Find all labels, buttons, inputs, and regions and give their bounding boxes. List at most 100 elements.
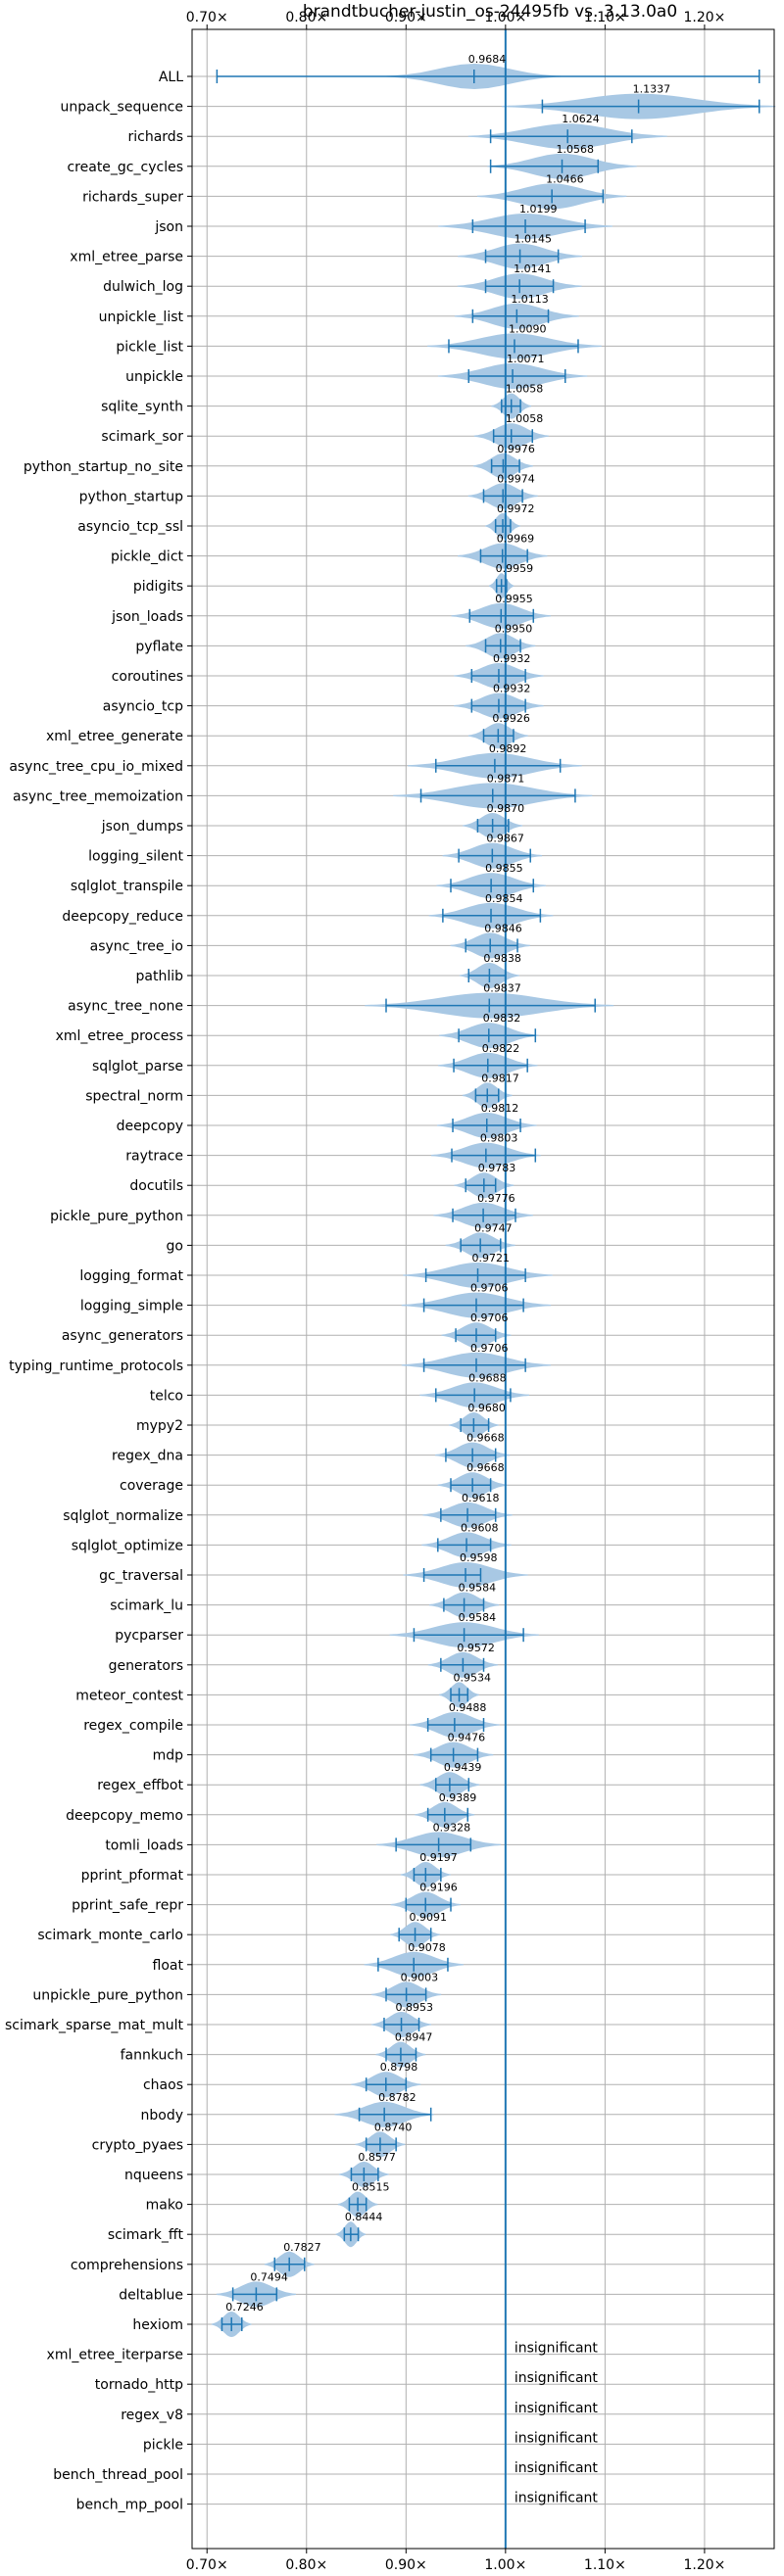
median-label: 0.9721 xyxy=(472,1252,511,1264)
median-label: 0.9926 xyxy=(492,712,529,725)
x-tick-label-top: 1.00× xyxy=(484,10,526,25)
insignificant-label: insignificant xyxy=(514,2341,599,2357)
median-label: 0.9584 xyxy=(459,1582,497,1595)
benchmark-label: json xyxy=(154,219,183,235)
median-label: 0.9855 xyxy=(485,862,522,875)
median-label: 0.9598 xyxy=(460,1551,498,1564)
benchmark-label: xml_etree_parse xyxy=(70,250,183,265)
benchmark-label: unpickle_pure_python xyxy=(32,1987,183,2003)
median-label: 1.0141 xyxy=(514,262,552,275)
benchmark-label: regex_v8 xyxy=(121,2408,183,2423)
benchmark-label: typing_runtime_protocols xyxy=(9,1359,183,1374)
median-label: 0.9822 xyxy=(482,1042,520,1055)
median-label: 0.9803 xyxy=(480,1132,518,1145)
benchmark-label: regex_dna xyxy=(112,1449,183,1464)
benchmark-label: asyncio_tcp xyxy=(103,699,183,715)
benchmark-label: mdp xyxy=(153,1748,184,1764)
benchmark-label: json_loads xyxy=(111,609,183,625)
benchmark-label: chaos xyxy=(143,2077,183,2093)
median-label: 0.8798 xyxy=(380,2061,418,2074)
benchmark-label: comprehensions xyxy=(71,2258,183,2273)
x-tick-label-bottom: 1.10× xyxy=(584,2557,626,2573)
benchmark-label: coverage xyxy=(120,1478,183,1494)
benchmark-label: async_tree_cpu_io_mixed xyxy=(9,759,183,775)
median-label: 0.9684 xyxy=(468,53,507,66)
x-tick-label-bottom: 1.20× xyxy=(683,2557,725,2573)
benchmark-label: generators xyxy=(109,1658,183,1674)
median-label: 0.9871 xyxy=(487,772,525,785)
benchmark-label: coroutines xyxy=(112,669,183,685)
median-label: 1.1337 xyxy=(633,83,671,96)
median-label: 0.7827 xyxy=(283,2241,321,2254)
median-label: 0.9974 xyxy=(497,472,535,485)
median-label: 0.9972 xyxy=(497,502,534,515)
median-label: 0.8444 xyxy=(345,2211,383,2223)
benchmark-label: xml_etree_iterparse xyxy=(47,2348,183,2363)
median-label: 0.9932 xyxy=(493,652,531,665)
median-label: 0.9197 xyxy=(419,1851,458,1864)
benchmark-label: async_tree_memoization xyxy=(13,788,183,804)
median-label: 0.9584 xyxy=(459,1611,497,1624)
benchmark-label: raytrace xyxy=(125,1149,183,1165)
benchmark-label: async_tree_io xyxy=(90,938,183,954)
median-label: 0.9668 xyxy=(466,1461,505,1474)
benchmark-label: pycparser xyxy=(115,1628,183,1644)
benchmark-label: json_dumps xyxy=(101,819,183,835)
x-tick-label-top: 0.90× xyxy=(385,10,427,25)
benchmark-label: xml_etree_process xyxy=(56,1028,183,1044)
median-label: 0.9959 xyxy=(496,562,534,575)
insignificant-label: insignificant xyxy=(514,2430,599,2446)
median-label: 0.8740 xyxy=(374,2121,413,2133)
median-label: 0.9439 xyxy=(444,1761,482,1774)
benchmark-label: pidigits xyxy=(133,579,183,595)
benchmark-label: async_generators xyxy=(62,1328,183,1344)
benchmark-label: float xyxy=(153,1958,184,1974)
median-label: 1.0466 xyxy=(546,172,584,185)
median-label: 0.8947 xyxy=(395,2031,433,2044)
median-label: 0.9932 xyxy=(493,683,531,695)
median-label: 0.9892 xyxy=(489,742,527,755)
benchmark-label: crypto_pyaes xyxy=(92,2137,183,2153)
benchmark-label: scimark_sor xyxy=(101,429,183,445)
median-label: 1.0199 xyxy=(519,203,558,215)
benchmark-label: unpickle xyxy=(125,369,183,385)
benchmark-label: gc_traversal xyxy=(99,1568,183,1584)
benchmark-label: pickle_pure_python xyxy=(50,1209,183,1224)
median-label: 0.9747 xyxy=(474,1221,513,1234)
label-layer: 0.70× 0.70× 0.80× 0.80× 0.90× 0.90× 1.00× 1.00×… xyxy=(5,10,725,2573)
benchmark-label: ALL xyxy=(159,70,183,85)
median-label: 0.9846 xyxy=(484,922,522,934)
benchmark-label: scimark_sparse_mat_mult xyxy=(5,2018,183,2033)
median-label: 0.9832 xyxy=(483,1012,521,1025)
benchmark-label: pickle_dict xyxy=(111,549,184,565)
median-label: 0.9091 xyxy=(410,1911,448,1924)
benchmark-label: deepcopy xyxy=(117,1119,183,1134)
median-label: 0.9196 xyxy=(419,1882,458,1894)
benchmark-label: sqlglot_parse xyxy=(92,1059,183,1074)
median-label: 0.9688 xyxy=(468,1371,506,1384)
benchmark-label: telco xyxy=(150,1388,183,1404)
median-label: 1.0071 xyxy=(507,353,545,365)
benchmark-label: meteor_contest xyxy=(75,1688,183,1703)
benchmark-label: spectral_norm xyxy=(85,1088,183,1104)
median-label: 0.9389 xyxy=(439,1791,477,1804)
benchmark-label: deltablue xyxy=(119,2287,183,2303)
whisker-layer xyxy=(216,29,760,2549)
benchmark-label: unpack_sequence xyxy=(61,100,183,116)
median-label: 0.9003 xyxy=(401,1971,439,1983)
insignificant-label: insignificant xyxy=(514,2491,599,2506)
benchmark-label: mako xyxy=(146,2198,183,2214)
insignificant-label: insignificant xyxy=(514,2460,599,2476)
x-tick-label-top: 0.80× xyxy=(285,10,327,25)
benchmark-label: scimark_monte_carlo xyxy=(37,1928,183,1943)
x-tick-label-bottom: 1.00× xyxy=(484,2557,526,2573)
benchmark-label: pprint_safe_repr xyxy=(72,1898,183,1914)
median-label: 0.9706 xyxy=(470,1312,509,1324)
chart-title: brandtbucher-justin_os-24495fb vs. 3.13.… xyxy=(303,2,677,22)
benchmark-label: python_startup xyxy=(79,489,183,504)
median-label: 0.9817 xyxy=(481,1072,519,1084)
insignificant-label: insignificant xyxy=(514,2401,599,2416)
median-label: 1.0113 xyxy=(511,293,549,306)
median-label: 0.9837 xyxy=(483,982,521,995)
plot-frame xyxy=(191,28,775,2550)
